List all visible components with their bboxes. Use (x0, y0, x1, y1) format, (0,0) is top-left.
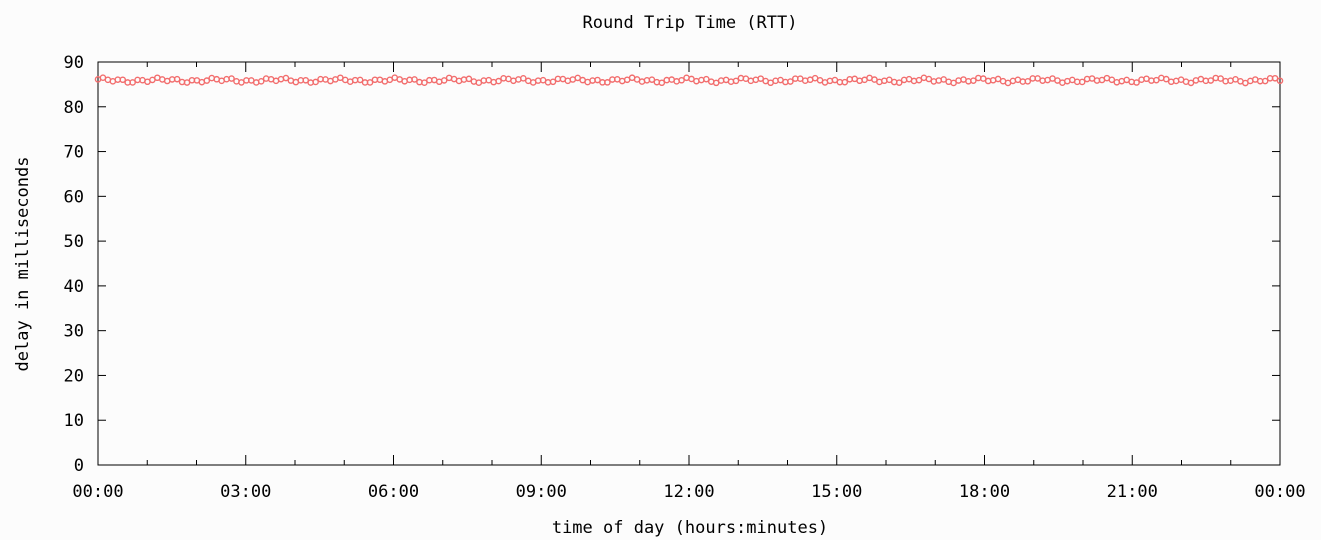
y-axis-title: delay in milliseconds (13, 157, 33, 372)
chart-title: Round Trip Time (RTT) (583, 13, 798, 33)
x-tick-label: 15:00 (811, 482, 862, 502)
x-tick-label: 21:00 (1107, 482, 1158, 502)
data-series (94, 74, 1284, 87)
x-tick-label: 00:00 (72, 482, 123, 502)
data-point (119, 76, 127, 84)
data-point (203, 77, 211, 84)
data-point (257, 78, 265, 85)
data-point (1187, 79, 1195, 87)
x-axis: 00:00 03:00 06:00 09:00 12:00 15:00 18:00 21:00… (72, 62, 1306, 502)
y-tick-label: 90 (64, 53, 84, 73)
data-point (1271, 74, 1279, 82)
data-point (648, 76, 656, 83)
data-point (1261, 77, 1269, 85)
data-point (465, 75, 473, 83)
data-point (841, 78, 849, 86)
data-point (1207, 77, 1215, 84)
data-point (366, 79, 374, 86)
x-tick-label: 12:00 (663, 482, 714, 502)
plot-frame (97, 61, 1281, 466)
data-point (970, 77, 977, 84)
x-tick-label: 00:00 (1254, 482, 1305, 502)
data-point (787, 78, 794, 85)
y-tick-label: 40 (64, 277, 84, 297)
data-point (594, 76, 601, 84)
x-axis-title: time of day (hours:minutes) (552, 518, 828, 538)
data-point (757, 75, 765, 82)
data-point (732, 77, 740, 85)
data-point (356, 76, 364, 84)
data-point (549, 78, 557, 86)
data-point (1133, 79, 1140, 86)
data-point (678, 76, 685, 84)
y-tick-label: 60 (64, 187, 84, 207)
data-point (129, 79, 136, 86)
data-point (1024, 78, 1032, 85)
data-point (871, 76, 878, 83)
data-point (1108, 76, 1116, 84)
y-tick-label: 70 (64, 143, 84, 163)
y-tick-label: 0 (74, 456, 84, 476)
data-point (1276, 77, 1284, 85)
data-point (282, 74, 290, 82)
x-tick-label: 03:00 (220, 482, 271, 502)
data-point (520, 75, 527, 82)
y-tick-label: 30 (64, 322, 84, 342)
data-point (1078, 78, 1086, 86)
y-tick-label: 50 (64, 232, 84, 252)
y-axis: 0 10 20 30 40 50 60 70 80 90 (64, 53, 1280, 476)
data-point (411, 76, 418, 83)
y-tick-label: 10 (64, 411, 84, 431)
x-tick-label: 18:00 (959, 482, 1010, 502)
data-point (950, 79, 957, 87)
data-point (421, 79, 428, 86)
data-point (895, 79, 903, 86)
data-point (440, 77, 448, 84)
data-point (228, 75, 235, 82)
data-point (703, 75, 710, 83)
y-tick-label: 80 (64, 98, 84, 118)
y-tick-label: 20 (64, 366, 84, 386)
data-point (925, 75, 933, 83)
x-tick-label: 09:00 (516, 482, 567, 502)
data-point (1217, 75, 1224, 82)
data-point (658, 79, 666, 87)
data-point (173, 75, 181, 83)
data-point (312, 78, 319, 86)
data-point (979, 75, 987, 82)
data-point (495, 77, 502, 85)
data-point (915, 76, 923, 84)
data-point (604, 79, 611, 86)
x-tick-label: 06:00 (368, 482, 419, 502)
data-point (1162, 75, 1170, 83)
